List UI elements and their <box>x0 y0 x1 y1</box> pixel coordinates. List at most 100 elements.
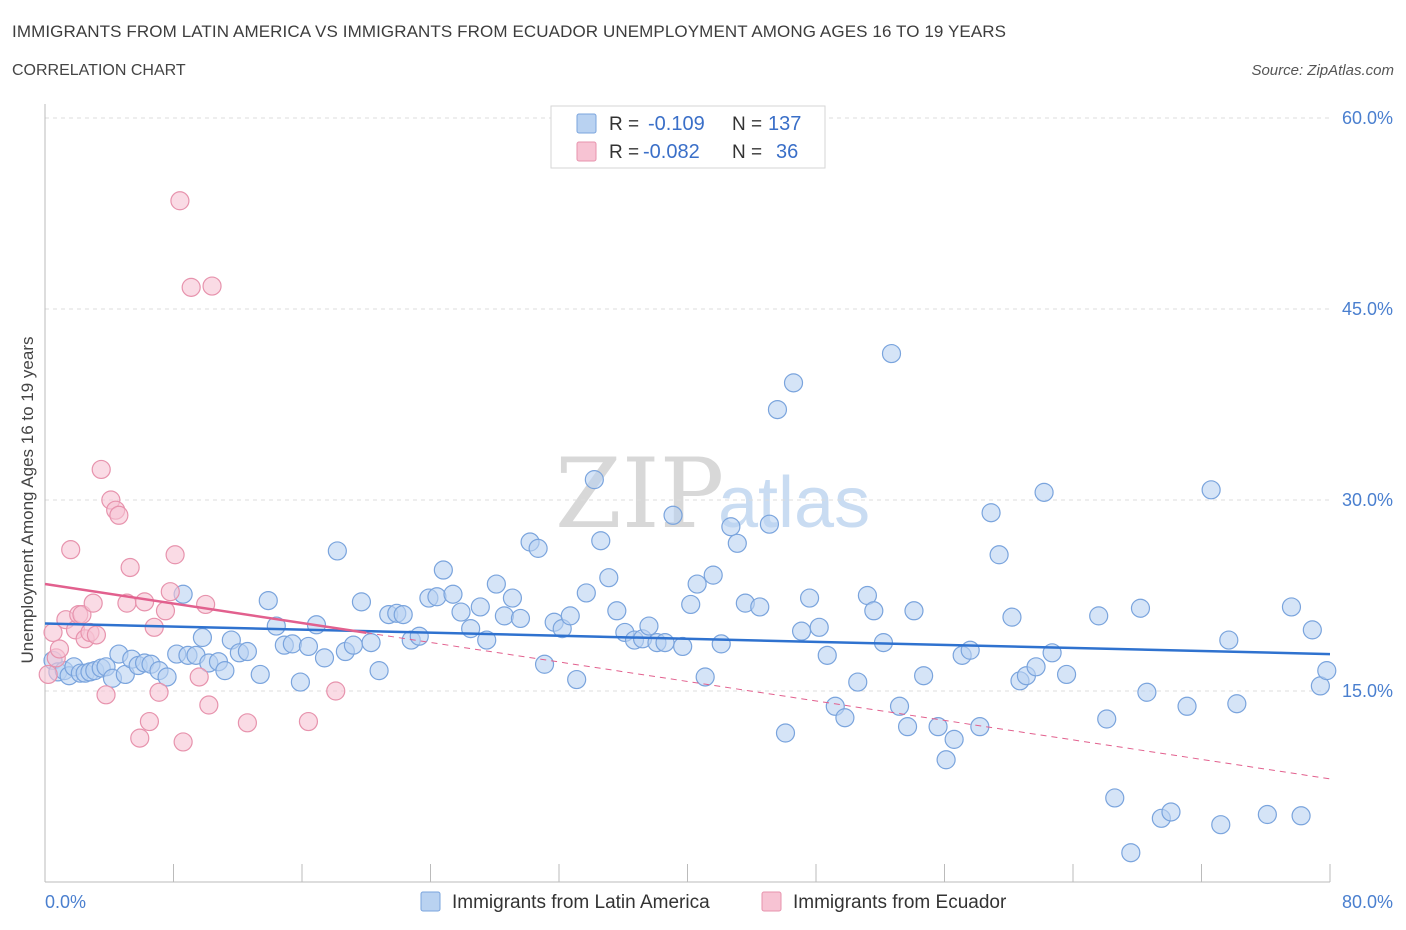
data-point <box>157 667 177 687</box>
data-point <box>433 560 453 580</box>
data-point <box>202 276 222 296</box>
legend-r-label: R = <box>609 114 639 135</box>
trend-line-ecuador-extension <box>366 632 1331 780</box>
data-point <box>681 594 701 615</box>
data-point <box>215 661 235 681</box>
legend-n-label: N = <box>732 114 762 135</box>
chart-subtitle: CORRELATION CHART <box>12 62 186 79</box>
data-point <box>1302 620 1322 640</box>
data-point <box>290 672 310 692</box>
data-point <box>1257 804 1277 825</box>
data-point <box>528 538 548 558</box>
bottom-legend-swatch-blue <box>420 891 441 912</box>
legend-r-value: -0.082 <box>643 141 700 163</box>
data-point <box>192 627 213 648</box>
data-point <box>427 587 447 607</box>
data-point <box>960 640 980 660</box>
data-point <box>1281 597 1302 617</box>
data-point <box>470 597 490 617</box>
data-point <box>149 682 169 702</box>
data-point <box>783 373 804 393</box>
data-point <box>258 590 278 611</box>
data-point <box>170 191 190 211</box>
legend-swatch-blue <box>576 113 597 134</box>
bottom-legend-swatch-pink <box>761 891 782 912</box>
data-point <box>83 593 103 613</box>
data-point <box>767 399 788 420</box>
data-point <box>534 654 555 674</box>
y-axis-label: Unemployment Among Ages 16 to 19 years <box>18 337 37 664</box>
data-point <box>584 470 604 490</box>
data-point <box>721 517 741 537</box>
data-point <box>703 565 723 585</box>
data-point <box>1121 843 1141 863</box>
data-point <box>351 592 372 612</box>
data-point <box>1177 696 1197 716</box>
x-tick-label-max: 80.0% <box>1342 892 1393 912</box>
data-point <box>139 711 160 732</box>
data-point <box>897 717 918 737</box>
data-point <box>695 667 715 687</box>
data-point <box>1002 607 1022 627</box>
data-point <box>1137 682 1157 702</box>
data-point <box>759 514 780 534</box>
data-point <box>314 648 335 668</box>
data-point <box>576 583 596 603</box>
data-point <box>904 601 924 621</box>
data-point <box>327 541 347 561</box>
y-tick-labels: 15.0% 30.0% 45.0% 60.0% <box>1342 108 1393 701</box>
data-point <box>607 601 627 621</box>
y-tick-label: 60.0% <box>1342 108 1393 128</box>
data-point <box>591 531 611 551</box>
data-point <box>196 594 216 615</box>
legend-r-value: -0.109 <box>648 113 705 135</box>
data-point <box>928 717 948 737</box>
data-point <box>266 616 286 636</box>
data-point <box>1026 657 1046 677</box>
data-point <box>889 696 910 716</box>
data-point <box>1097 709 1117 729</box>
data-point <box>560 606 580 626</box>
data-point <box>134 592 155 612</box>
legend-n-label: N = <box>732 142 762 163</box>
data-point <box>160 582 180 602</box>
data-point <box>1201 480 1221 500</box>
data-point <box>1317 661 1337 681</box>
data-point <box>49 639 70 659</box>
data-point <box>1211 815 1231 835</box>
data-point <box>250 664 270 685</box>
data-point <box>451 602 471 622</box>
series-ecuador <box>38 191 346 752</box>
data-point <box>655 633 675 653</box>
data-point <box>750 597 770 617</box>
data-point <box>639 616 659 636</box>
data-point <box>981 503 1001 523</box>
data-point <box>799 588 820 608</box>
data-point <box>809 617 829 637</box>
trend-line-ecuador <box>44 582 367 634</box>
data-point <box>1291 806 1311 826</box>
data-point <box>38 664 58 685</box>
data-point <box>494 606 514 626</box>
x-tick-label-min: 0.0% <box>45 892 86 912</box>
data-point <box>343 635 363 655</box>
data-point <box>298 636 319 657</box>
data-point <box>687 574 707 594</box>
data-point <box>502 588 523 608</box>
trend-line-latin-america <box>44 622 1331 656</box>
data-point <box>1105 788 1125 808</box>
data-point <box>86 625 107 645</box>
data-point <box>443 584 463 604</box>
watermark: ZIP atlas <box>555 438 870 550</box>
watermark-atlas: atlas <box>718 463 870 543</box>
data-point <box>835 708 855 728</box>
legend-r-label: R = <box>609 142 639 163</box>
watermark-zip: ZIP <box>555 438 724 550</box>
data-point <box>486 574 506 594</box>
data-point <box>864 601 884 621</box>
data-point <box>237 713 257 733</box>
data-point <box>791 621 812 641</box>
data-point <box>199 695 219 715</box>
correlation-legend: R = -0.109 N = 137 R = -0.082 N = 36 <box>550 105 826 169</box>
